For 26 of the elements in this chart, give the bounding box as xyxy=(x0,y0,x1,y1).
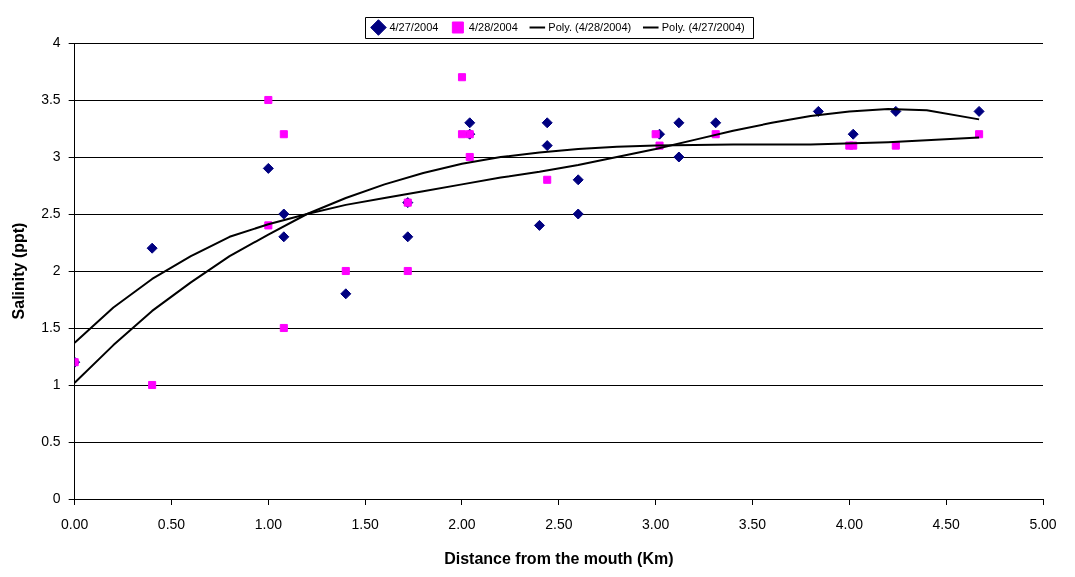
legend-label: Poly. (4/28/2004) xyxy=(548,20,632,33)
x-tick-label: 5.00 xyxy=(1029,516,1057,533)
x-tick-label: 0.00 xyxy=(61,516,89,533)
x-tick-label: 1.50 xyxy=(351,516,379,533)
legend-label: 4/27/2004 xyxy=(389,20,439,33)
legend-label: Poly. (4/27/2004) xyxy=(661,20,745,33)
x-tick-label: 3.00 xyxy=(642,516,670,533)
x-tick-label: 2.50 xyxy=(545,516,573,533)
x-tick-label: 1.00 xyxy=(254,516,283,533)
y-axis-title: Salinity (ppt) xyxy=(10,222,28,320)
y-tick-label: 1.5 xyxy=(41,318,61,335)
x-tick-label: 4.50 xyxy=(932,516,960,533)
y-tick-label: 2 xyxy=(52,261,61,278)
x-tick-label: 0.50 xyxy=(157,516,186,533)
y-tick-label: 0.5 xyxy=(41,432,61,449)
y-tick-label: 3 xyxy=(52,147,61,164)
x-tick-label: 3.50 xyxy=(738,516,767,533)
y-tick-label: 1 xyxy=(52,375,61,392)
y-tick-label: 3.5 xyxy=(41,90,61,107)
y-tick-label: 2.5 xyxy=(41,204,61,221)
legend-label: 4/28/2004 xyxy=(468,20,518,33)
y-tick-label: 4 xyxy=(52,33,61,50)
x-tick-label: 2.00 xyxy=(448,516,476,533)
x-tick-label: 4.00 xyxy=(835,516,864,533)
x-axis-title: Distance from the mouth (Km) xyxy=(444,549,674,567)
y-tick-label: 0 xyxy=(52,489,61,506)
